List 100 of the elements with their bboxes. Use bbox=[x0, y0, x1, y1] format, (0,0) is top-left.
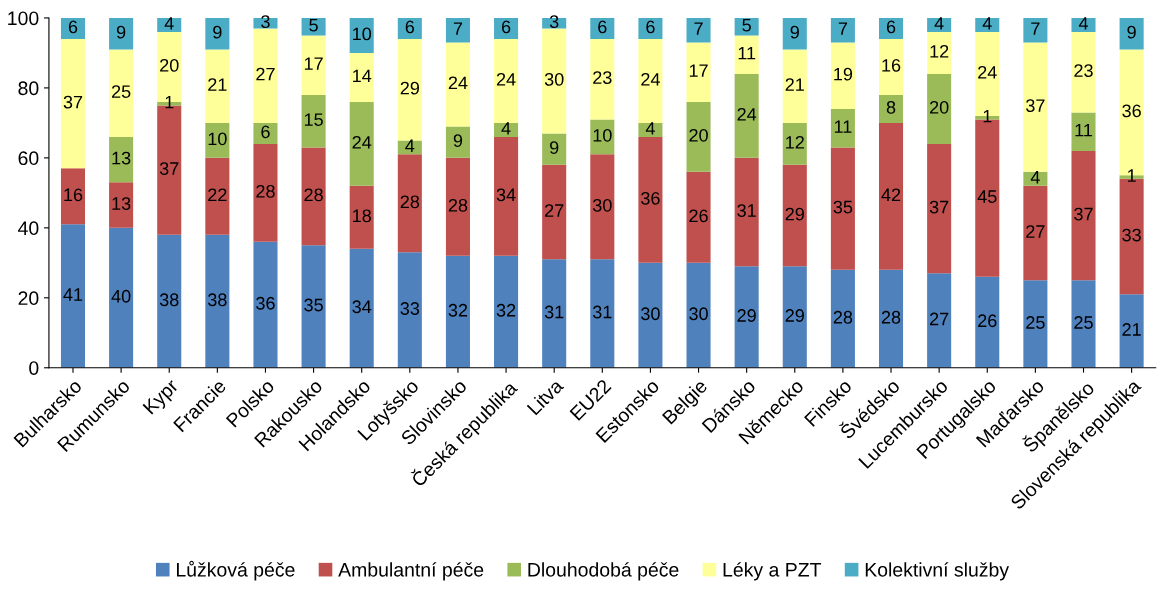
data-label: 28 bbox=[304, 188, 323, 202]
bar bbox=[830, 269, 855, 368]
bar bbox=[253, 143, 278, 242]
data-label: 7 bbox=[453, 22, 463, 35]
data-label: 6 bbox=[68, 20, 78, 34]
bar bbox=[638, 17, 663, 39]
data-label: 30 bbox=[689, 307, 708, 321]
data-label: 17 bbox=[304, 57, 323, 70]
bar bbox=[60, 168, 86, 225]
data-label: 4 bbox=[164, 17, 174, 30]
data-label: 38 bbox=[208, 293, 227, 307]
data-label: 24 bbox=[496, 72, 516, 86]
data-label: 34 bbox=[496, 188, 516, 202]
bar bbox=[1023, 17, 1048, 43]
bar bbox=[349, 248, 374, 368]
data-label: 14 bbox=[353, 69, 372, 83]
data-label: 29 bbox=[785, 309, 804, 322]
data-label: 15 bbox=[304, 113, 323, 126]
bar bbox=[734, 266, 759, 368]
data-label: 10 bbox=[208, 132, 227, 146]
data-label: 20 bbox=[689, 128, 708, 142]
data-label: 31 bbox=[592, 305, 612, 319]
data-label: 10 bbox=[593, 128, 612, 142]
bar bbox=[686, 171, 711, 263]
bar bbox=[686, 262, 711, 368]
bar bbox=[1023, 280, 1048, 368]
bar bbox=[638, 38, 663, 123]
data-label: 9 bbox=[213, 25, 222, 39]
bar bbox=[397, 38, 422, 141]
bar bbox=[60, 17, 86, 39]
data-label: 6 bbox=[405, 20, 415, 34]
y-tick-label: 100 bbox=[8, 11, 39, 26]
data-label: 25 bbox=[1074, 316, 1093, 329]
data-label: 30 bbox=[592, 198, 612, 212]
data-label: 30 bbox=[544, 72, 564, 86]
data-label: 12 bbox=[930, 44, 949, 58]
bar bbox=[60, 224, 86, 368]
data-label: 26 bbox=[689, 209, 708, 223]
bar bbox=[205, 157, 230, 235]
data-label: 9 bbox=[1127, 25, 1136, 39]
bar bbox=[638, 262, 663, 368]
bar bbox=[975, 17, 1000, 32]
bar bbox=[253, 28, 278, 123]
bar bbox=[1023, 185, 1048, 281]
bar bbox=[109, 136, 134, 183]
bar bbox=[830, 17, 855, 43]
bar bbox=[782, 17, 807, 50]
data-label: 4 bbox=[1078, 17, 1088, 30]
bar bbox=[734, 73, 759, 158]
bar bbox=[782, 164, 807, 267]
data-label: 3 bbox=[261, 15, 270, 29]
bar bbox=[205, 49, 230, 123]
data-label: 41 bbox=[63, 288, 83, 301]
data-label: 1 bbox=[165, 95, 174, 109]
data-label: 24 bbox=[737, 107, 757, 121]
data-label: 34 bbox=[352, 300, 372, 314]
bar bbox=[734, 157, 759, 267]
data-label: 18 bbox=[353, 209, 371, 223]
bar bbox=[445, 42, 470, 127]
bar bbox=[205, 17, 230, 50]
bar bbox=[590, 119, 615, 155]
data-label: 9 bbox=[790, 25, 799, 39]
y-tick-label: 80 bbox=[18, 81, 39, 96]
bar bbox=[542, 164, 567, 260]
data-label: 29 bbox=[785, 207, 804, 221]
bar bbox=[445, 157, 470, 256]
data-label: 4 bbox=[934, 17, 944, 30]
bar bbox=[878, 94, 904, 123]
data-label: 7 bbox=[1031, 22, 1040, 35]
bar bbox=[157, 234, 182, 368]
data-label: 37 bbox=[929, 200, 949, 214]
bar bbox=[1071, 280, 1096, 368]
data-label: 40 bbox=[111, 289, 131, 303]
data-label: 37 bbox=[159, 162, 179, 175]
data-label: 37 bbox=[1026, 99, 1045, 112]
data-label: 26 bbox=[978, 314, 997, 328]
bar bbox=[542, 259, 567, 368]
bar bbox=[397, 17, 422, 39]
bar bbox=[301, 35, 326, 95]
bar bbox=[878, 122, 904, 270]
bar bbox=[782, 266, 807, 368]
bar bbox=[253, 241, 278, 368]
data-label: 33 bbox=[1122, 228, 1141, 242]
data-label: 28 bbox=[256, 184, 275, 198]
data-label: 9 bbox=[453, 134, 463, 147]
data-label: 16 bbox=[882, 58, 901, 72]
bar bbox=[205, 234, 230, 368]
data-label: 36 bbox=[256, 296, 275, 310]
y-tick-label: 20 bbox=[18, 291, 39, 306]
data-label: 13 bbox=[112, 197, 131, 210]
data-label: 20 bbox=[160, 58, 179, 72]
bar bbox=[397, 252, 422, 368]
bar bbox=[782, 49, 807, 123]
bar bbox=[686, 17, 711, 43]
data-label: 21 bbox=[208, 78, 227, 91]
data-label: 35 bbox=[304, 298, 323, 312]
data-label: 30 bbox=[641, 307, 660, 321]
data-label: 29 bbox=[400, 81, 420, 95]
bar bbox=[830, 42, 855, 109]
data-label: 32 bbox=[496, 303, 516, 317]
